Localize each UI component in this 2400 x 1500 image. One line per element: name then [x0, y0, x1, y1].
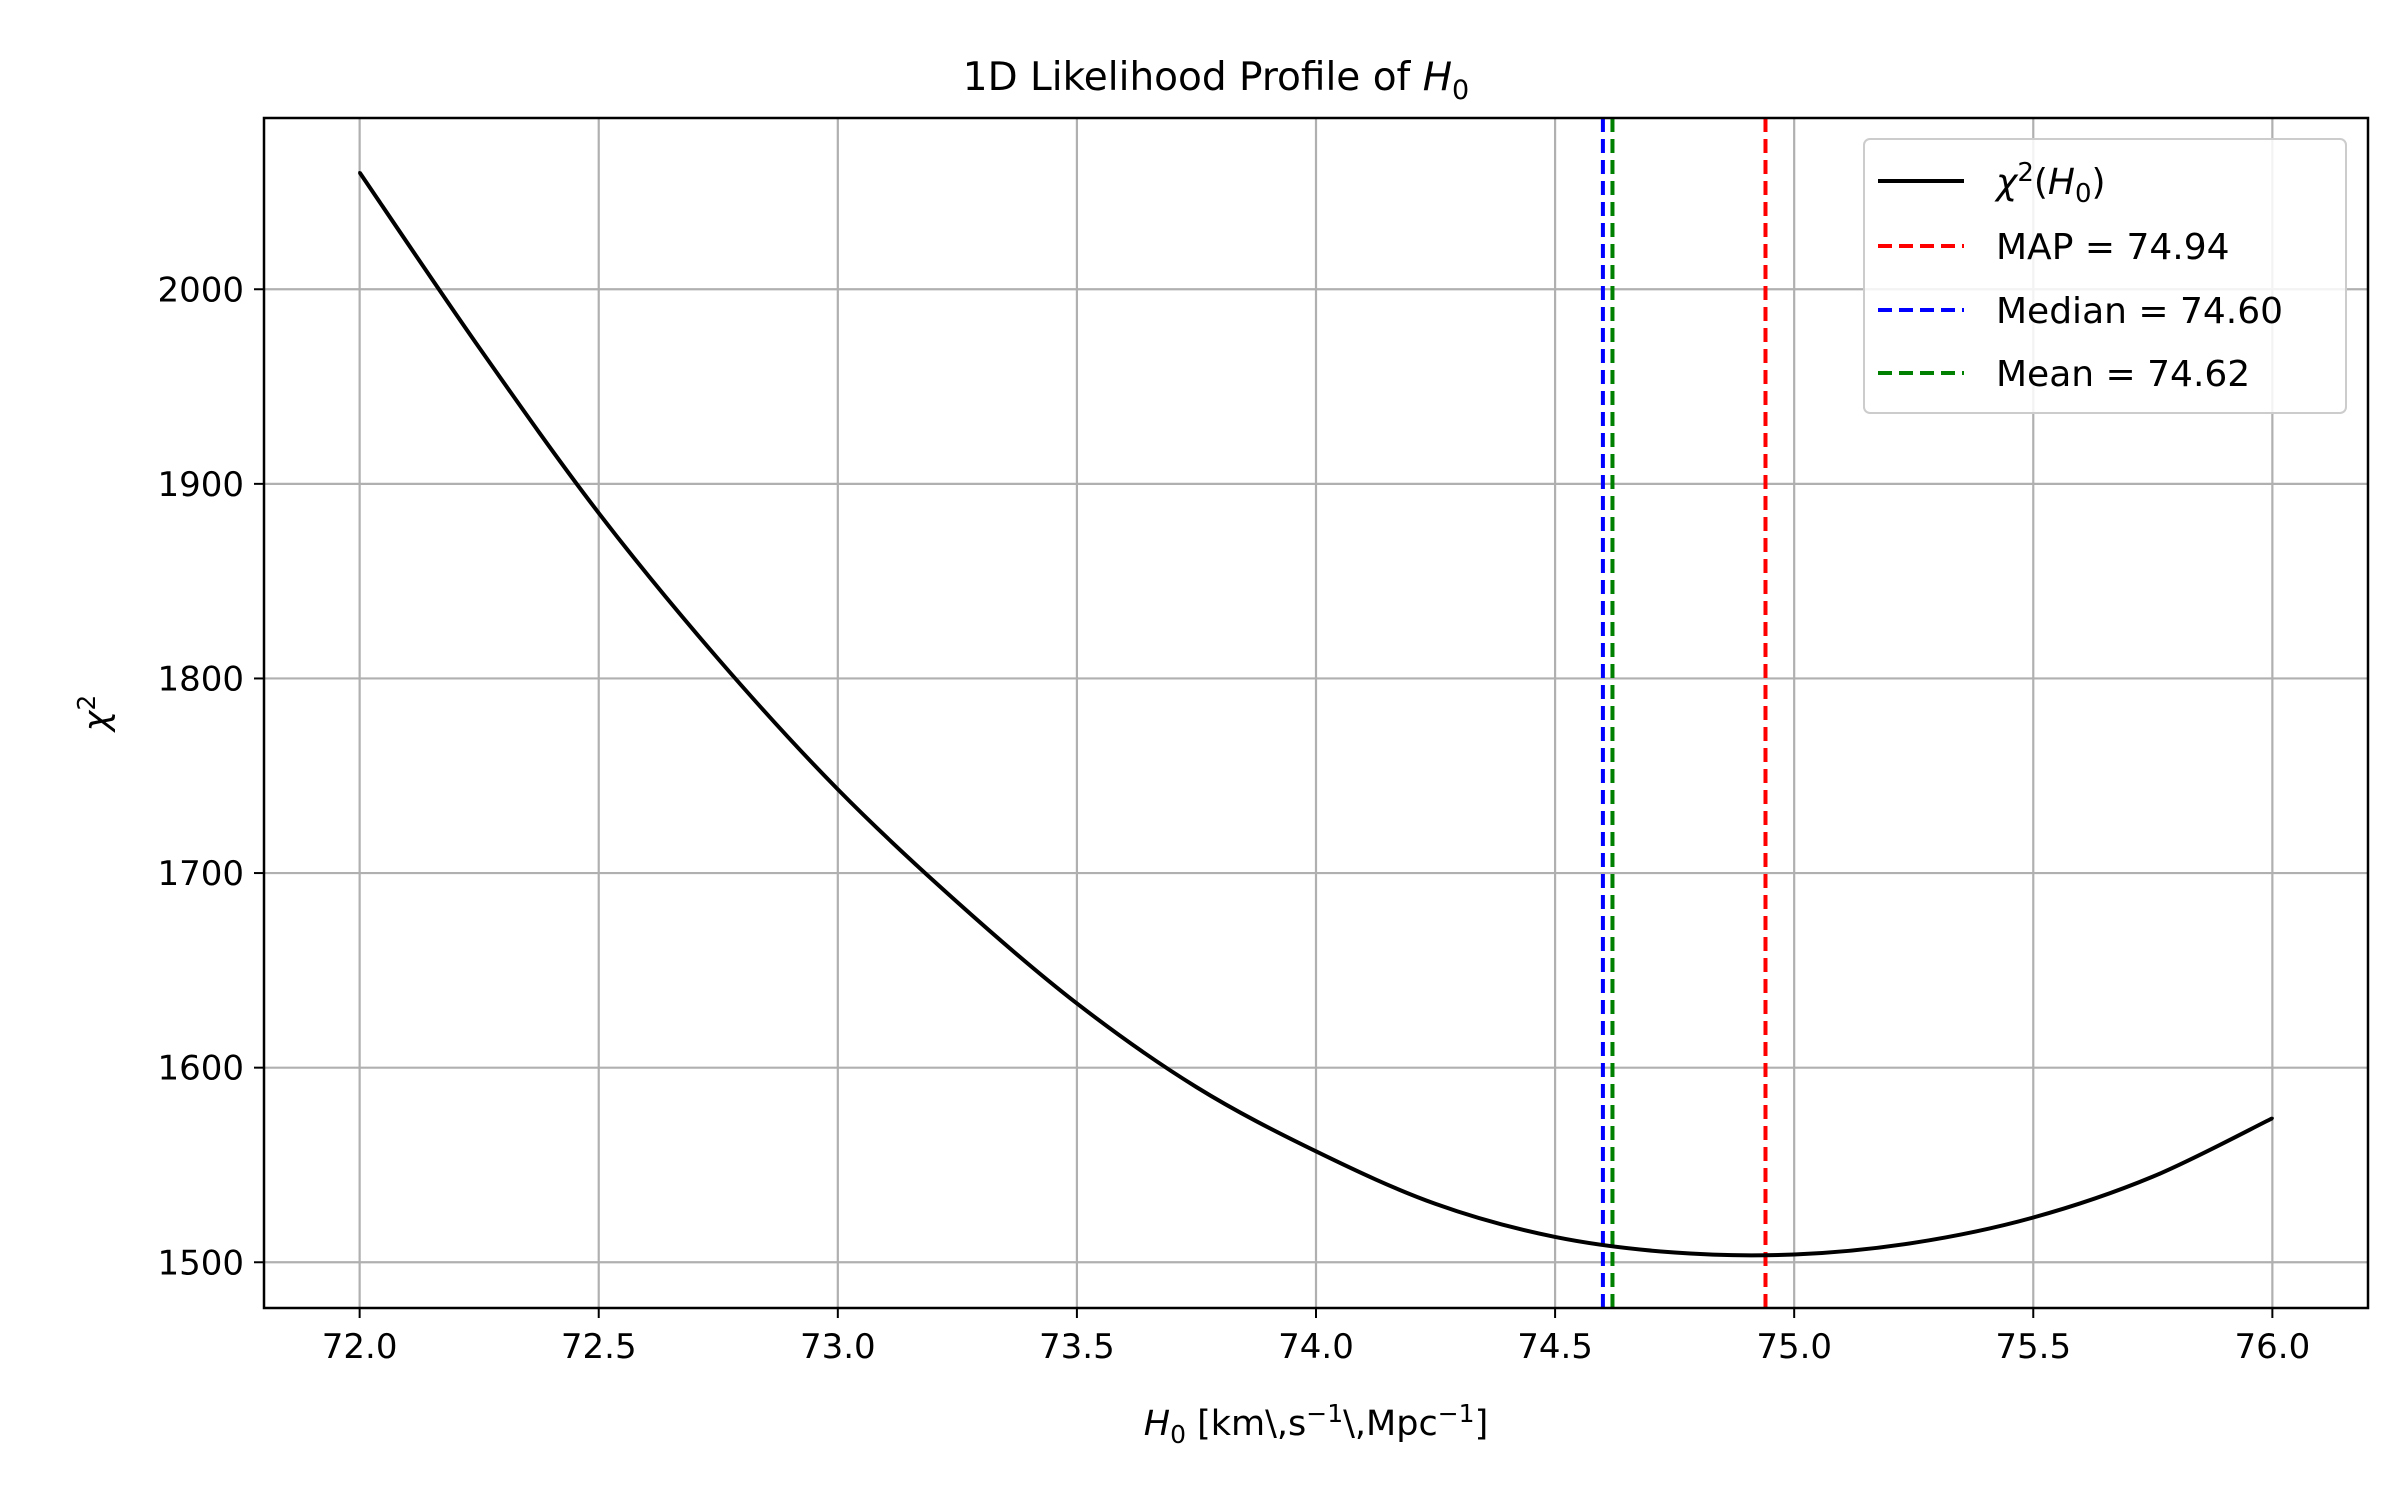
legend-chi-symbol: χ — [1994, 162, 2019, 203]
legend-h-symbol: H — [2048, 162, 2075, 203]
x-axis-label-exp-b: −1 — [1438, 1399, 1475, 1428]
y-tick-label: 1600 — [157, 1049, 244, 1089]
series-point — [1194, 1085, 1198, 1089]
x-tick-label: 74.0 — [1278, 1327, 1354, 1367]
series-point — [1912, 1241, 1916, 1245]
series-point — [1673, 1251, 1677, 1255]
series-point — [477, 346, 481, 350]
legend-label-mean: Mean = 74.62 — [1996, 354, 2250, 395]
x-axis-ticks: 72.0 72.5 73.0 73.5 74.0 74.5 75.0 75.5 76.0 — [322, 1308, 2310, 1367]
series-point — [716, 657, 720, 661]
x-tick-label: 73.0 — [800, 1327, 876, 1367]
legend-h-subscript: 0 — [2075, 179, 2092, 209]
y-tick-label: 1500 — [157, 1243, 244, 1283]
x-axis-label-exp-a: −1 — [1306, 1399, 1343, 1428]
chart-title-symbol: H — [1423, 55, 1452, 100]
legend: χ2(H0) MAP = 74.94 Median = 74.60 Mean =… — [1863, 138, 2347, 414]
y-tick-label: 2000 — [157, 270, 244, 310]
y-tick-label: 1900 — [157, 465, 244, 505]
reference-lines — [1600, 118, 1768, 1308]
x-axis-label-unit-a: [km\,s — [1186, 1404, 1306, 1444]
x-axis-label-close: ] — [1475, 1404, 1489, 1444]
y-tick-label: 1700 — [157, 854, 244, 894]
series-point — [1553, 1235, 1557, 1239]
series-point — [2270, 1116, 2274, 1120]
y-axis-label: χ2 — [72, 695, 117, 734]
y-tick-label: 1800 — [157, 659, 244, 699]
series-point — [836, 787, 840, 791]
series-point — [2151, 1175, 2155, 1179]
series-line-chi2 — [357, 171, 2274, 1258]
x-tick-label: 72.0 — [322, 1327, 398, 1367]
x-tick-label: 76.0 — [2235, 1327, 2311, 1367]
x-tick-label: 75.0 — [1756, 1327, 1832, 1367]
chart-title-prefix: 1D Likelihood Profile of — [963, 55, 1423, 100]
x-tick-label: 72.5 — [561, 1327, 637, 1367]
series-point — [358, 170, 362, 174]
series-point — [2031, 1216, 2035, 1220]
legend-close-paren: ) — [2092, 162, 2106, 203]
series-point — [1434, 1202, 1438, 1206]
x-axis-label-subscript: 0 — [1170, 1420, 1186, 1449]
series-lines — [357, 170, 2274, 1258]
x-axis-label-symbol: H — [1144, 1404, 1170, 1444]
chart-title-subscript: 0 — [1452, 75, 1469, 106]
legend-label-median: Median = 74.60 — [1996, 291, 2283, 332]
series-point — [1075, 1001, 1079, 1005]
y-axis-label-superscript: 2 — [72, 695, 101, 711]
legend-label-map: MAP = 74.94 — [1996, 227, 2230, 268]
x-tick-label: 75.5 — [1995, 1327, 2071, 1367]
series-point — [1314, 1149, 1318, 1153]
x-axis-label: H0 [km\,s−1\,Mpc−1] — [1144, 1399, 1488, 1449]
y-axis-label-symbol: χ — [77, 709, 117, 733]
x-tick-label: 73.5 — [1039, 1327, 1115, 1367]
chart-title: 1D Likelihood Profile of H0 — [963, 55, 1469, 106]
series-point — [955, 900, 959, 904]
legend-box — [1863, 138, 2347, 414]
x-axis-label-unit-b: \,Mpc — [1343, 1404, 1438, 1444]
legend-chi-superscript: 2 — [2017, 158, 2034, 188]
x-tick-label: 74.5 — [1517, 1327, 1593, 1367]
legend-open-paren: ( — [2034, 162, 2048, 203]
y-axis-ticks: 1500 1600 1700 1800 1900 2000 — [157, 270, 264, 1283]
legend-label-chi2: χ2(H0) — [1994, 158, 2106, 209]
series-point — [1792, 1252, 1796, 1256]
series-point — [597, 511, 601, 515]
